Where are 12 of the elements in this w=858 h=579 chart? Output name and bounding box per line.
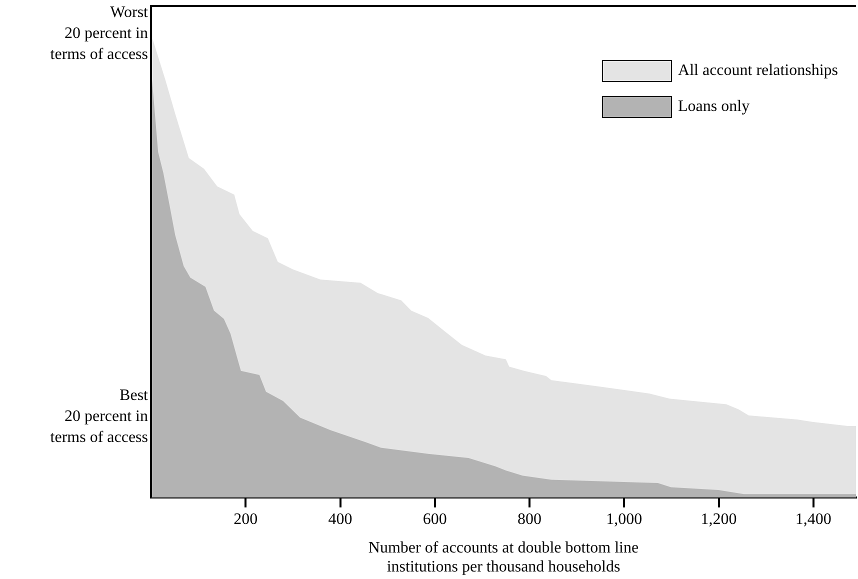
x-tick-label: 600 [422,511,447,528]
x-axis-title: Number of accounts at double bottom line institutions per thousand households [368,539,639,576]
x-tick-label: 1,000 [606,511,642,528]
x-tick-label: 200 [234,511,258,528]
x-tick-label: 1,400 [795,511,832,528]
text: Worst 20 percent in terms of access [49,3,148,65]
x-tick-label: 800 [518,511,542,528]
text: Best 20 percent in terms of access [49,386,148,448]
legend-label: All account relationships [678,62,838,80]
legend-label: Loans only [678,98,750,116]
x-tick-label: 400 [328,511,352,528]
x-tick-label: 1,200 [700,511,737,528]
